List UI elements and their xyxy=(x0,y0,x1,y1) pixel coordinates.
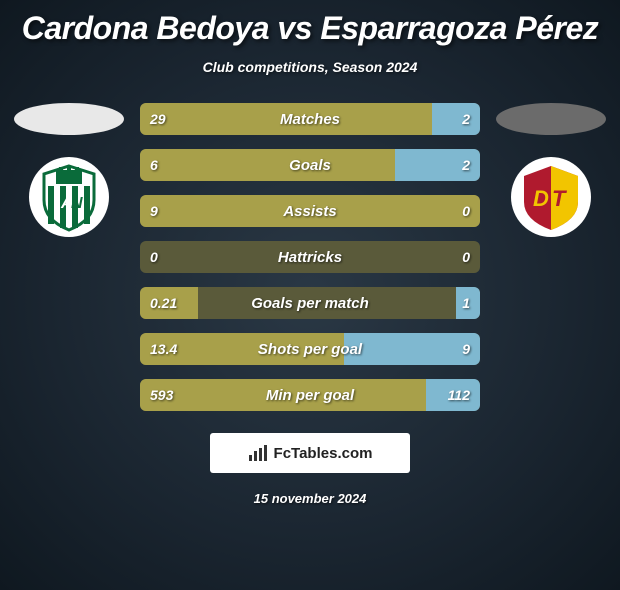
stat-label: Assists xyxy=(140,195,480,227)
stat-value-right: 0 xyxy=(462,241,470,273)
svg-text:N: N xyxy=(71,195,83,212)
footer-brand-text: FcTables.com xyxy=(274,445,373,462)
stat-value-right: 112 xyxy=(448,379,470,411)
left-side: A N xyxy=(4,103,134,237)
right-ellipse-shadow xyxy=(496,103,606,135)
stat-label: Hattricks xyxy=(140,241,480,273)
left-ellipse-shadow xyxy=(14,103,124,135)
stat-label: Min per goal xyxy=(140,379,480,411)
stat-value-right: 1 xyxy=(462,287,470,319)
stat-label: Matches xyxy=(140,103,480,135)
stat-value-right: 0 xyxy=(462,195,470,227)
right-side: D T xyxy=(486,103,616,237)
svg-text:D: D xyxy=(533,186,549,211)
stat-row: 0.21Goals per match1 xyxy=(140,287,480,319)
stat-row: 9Assists0 xyxy=(140,195,480,227)
left-club-crest: A N xyxy=(29,157,109,237)
stat-value-right: 9 xyxy=(462,333,470,365)
footer-date: 15 november 2024 xyxy=(0,491,620,506)
stat-row: 0Hattricks0 xyxy=(140,241,480,273)
stat-label: Shots per goal xyxy=(140,333,480,365)
right-club-crest: D T xyxy=(511,157,591,237)
page-subtitle: Club competitions, Season 2024 xyxy=(0,59,620,75)
stat-row: 593Min per goal112 xyxy=(140,379,480,411)
stat-value-right: 2 xyxy=(462,149,470,181)
stat-row: 29Matches2 xyxy=(140,103,480,135)
stat-bars: 29Matches26Goals29Assists00Hattricks00.2… xyxy=(134,103,486,425)
atletico-nacional-crest-icon: A N xyxy=(34,162,104,232)
stat-label: Goals per match xyxy=(140,287,480,319)
stat-label: Goals xyxy=(140,149,480,181)
page-title: Cardona Bedoya vs Esparragoza Pérez xyxy=(0,10,620,47)
footer-brand-badge[interactable]: FcTables.com xyxy=(210,433,410,473)
deportes-tolima-crest-icon: D T xyxy=(516,162,586,232)
chart-icon xyxy=(248,444,268,462)
stat-row: 6Goals2 xyxy=(140,149,480,181)
stat-row: 13.4Shots per goal9 xyxy=(140,333,480,365)
svg-text:T: T xyxy=(552,186,567,211)
comparison-content: A N 29Matches26Goals29Assists00Hattricks… xyxy=(0,103,620,425)
stat-value-right: 2 xyxy=(462,103,470,135)
